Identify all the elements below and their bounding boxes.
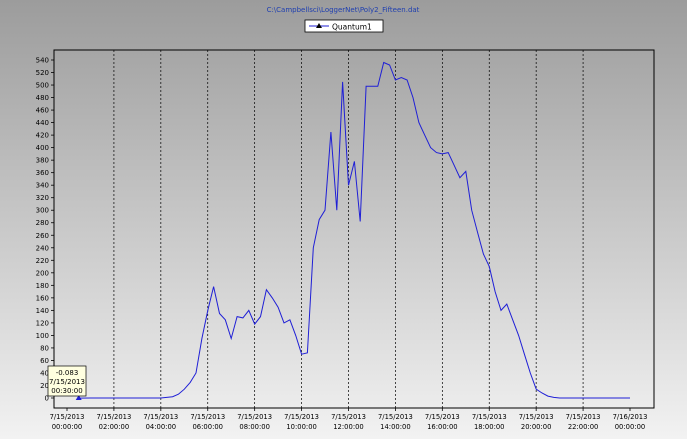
x-tick-label-date: 7/15/2013	[378, 413, 413, 421]
x-tick-label-time: 20:00:00	[521, 423, 552, 431]
tooltip-time: 00:30:00	[51, 387, 82, 395]
x-tick-label-date: 7/15/2013	[284, 413, 319, 421]
y-tick-label: 500	[36, 82, 49, 90]
y-tick-label: 60	[40, 357, 49, 365]
y-tick-label: 0	[45, 395, 49, 403]
y-tick-label: 400	[36, 144, 49, 152]
y-tick-label: 380	[36, 157, 49, 165]
x-tick-label-time: 08:00:00	[239, 423, 270, 431]
y-tick-label: 520	[36, 69, 49, 77]
y-tick-label: 160	[36, 294, 49, 302]
series-marker	[75, 395, 82, 401]
y-tick-label: 480	[36, 94, 49, 102]
x-tick-label-date: 7/15/2013	[50, 413, 85, 421]
y-tick-label: 320	[36, 194, 49, 202]
x-tick-label-time: 14:00:00	[380, 423, 411, 431]
legend: Quantum1	[304, 19, 384, 33]
x-tick-label-time: 00:00:00	[615, 423, 646, 431]
x-tick-label-time: 12:00:00	[333, 423, 364, 431]
x-tick-label-time: 10:00:00	[286, 423, 317, 431]
data-tooltip: -0.083 7/15/2013 00:30:00	[47, 365, 87, 397]
x-tick-label-date: 7/15/2013	[566, 413, 601, 421]
y-tick-label: 220	[36, 257, 49, 265]
tooltip-box	[47, 365, 87, 397]
x-tick-label-date: 7/15/2013	[425, 413, 460, 421]
y-axis: 0 20 40 60 80 100 120 140 160 180 200 220 240 260 280 3…	[36, 57, 54, 403]
y-tick-label: 20	[40, 382, 49, 390]
x-tick-label-date: 7/16/2013	[613, 413, 648, 421]
legend-box	[304, 19, 384, 33]
series-line	[78, 61, 630, 399]
y-tick-label: 340	[36, 182, 49, 190]
x-tick-label-time: 16:00:00	[427, 423, 458, 431]
x-tick-label-date: 7/15/2013	[237, 413, 272, 421]
y-tick-label: 100	[36, 332, 49, 340]
y-tick-label: 40	[40, 369, 49, 377]
y-tick-label: 420	[36, 132, 49, 140]
y-tick-label: 360	[36, 169, 49, 177]
y-tick-label: 280	[36, 219, 49, 227]
x-axis: 7/15/2013 00:00:00 7/15/2013 02:00:00 7/15/2…	[50, 408, 648, 431]
x-tick-label-time: 02:00:00	[99, 423, 130, 431]
chart-title: C:\Campbellsci\LoggerNet\Poly2_Fifteen.d…	[267, 6, 420, 14]
legend-marker-icon	[316, 23, 322, 28]
y-tick-label: 120	[36, 319, 49, 327]
y-tick-label: 240	[36, 244, 49, 252]
y-tick-label: 180	[36, 282, 49, 290]
tooltip-date: 7/15/2013	[49, 378, 85, 386]
x-tick-label-date: 7/15/2013	[143, 413, 178, 421]
tooltip-value: -0.083	[56, 369, 79, 377]
x-tick-label-time: 00:00:00	[52, 423, 83, 431]
plot-area	[53, 49, 655, 409]
y-tick-label: 440	[36, 119, 49, 127]
x-tick-label-date: 7/15/2013	[190, 413, 225, 421]
x-tick-label-date: 7/15/2013	[519, 413, 554, 421]
y-tick-label: 300	[36, 207, 49, 215]
x-tick-label-time: 18:00:00	[474, 423, 505, 431]
x-tick-label-date: 7/15/2013	[472, 413, 507, 421]
x-tick-label-date: 7/15/2013	[331, 413, 366, 421]
y-tick-label: 260	[36, 232, 49, 240]
x-tick-label-time: 06:00:00	[192, 423, 223, 431]
x-tick-label-date: 7/15/2013	[96, 413, 131, 421]
series-layer	[75, 61, 630, 401]
x-tick-label-time: 04:00:00	[146, 423, 177, 431]
y-tick-label: 460	[36, 107, 49, 115]
y-tick-label: 80	[40, 344, 49, 352]
y-tick-label: 200	[36, 269, 49, 277]
y-tick-label: 540	[36, 57, 49, 65]
y-tick-label: 140	[36, 307, 49, 315]
legend-label: Quantum1	[332, 23, 372, 32]
x-tick-label-time: 22:00:00	[568, 423, 599, 431]
